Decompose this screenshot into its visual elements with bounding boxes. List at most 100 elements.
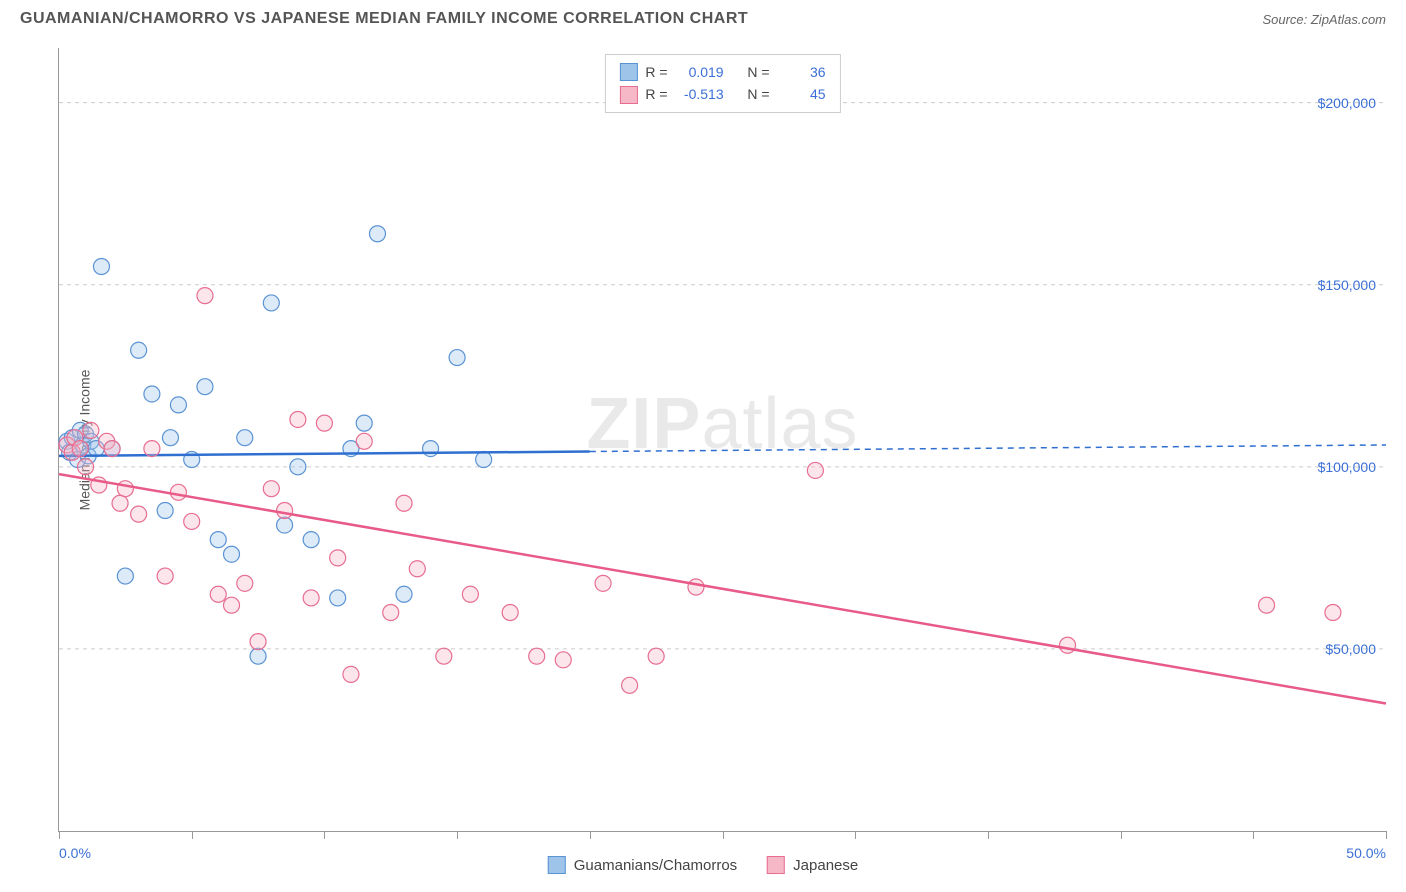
y-tick-label: $200,000: [1318, 95, 1376, 111]
data-point: [330, 550, 346, 566]
n-label: N =: [747, 83, 769, 105]
data-point: [250, 648, 266, 664]
chart-canvas: ZIPatlas R = 0.019 N = 36 R = -0.513 N =…: [58, 48, 1386, 832]
data-point: [409, 561, 425, 577]
data-point: [117, 568, 133, 584]
data-point: [423, 441, 439, 457]
data-point: [112, 495, 128, 511]
data-point: [224, 546, 240, 562]
data-point: [555, 652, 571, 668]
data-point: [807, 462, 823, 478]
data-point: [197, 379, 213, 395]
data-point: [303, 532, 319, 548]
data-point: [157, 503, 173, 519]
data-point: [157, 568, 173, 584]
data-point: [383, 604, 399, 620]
data-point: [648, 648, 664, 664]
data-point: [210, 532, 226, 548]
x-tick: [1121, 831, 1122, 839]
legend-swatch: [619, 63, 637, 81]
data-point: [529, 648, 545, 664]
x-tick: [988, 831, 989, 839]
legend-item: Japanese: [767, 856, 858, 874]
x-tick: [855, 831, 856, 839]
n-value: 36: [778, 61, 826, 83]
legend-row: R = -0.513 N = 45: [619, 83, 825, 105]
chart-svg: [59, 48, 1386, 831]
legend-item: Guamanians/Chamorros: [548, 856, 737, 874]
data-point: [93, 259, 109, 275]
n-value: 45: [778, 83, 826, 105]
x-tick: [192, 831, 193, 839]
data-point: [162, 430, 178, 446]
data-point: [263, 295, 279, 311]
y-tick-label: $50,000: [1325, 641, 1376, 657]
r-label: R =: [645, 61, 667, 83]
data-point: [197, 288, 213, 304]
x-tick: [324, 831, 325, 839]
data-point: [343, 666, 359, 682]
x-tick: [1386, 831, 1387, 839]
r-label: R =: [645, 83, 667, 105]
regression-line-dashed: [590, 445, 1386, 452]
x-tick: [59, 831, 60, 839]
data-point: [83, 422, 99, 438]
x-tick: [1253, 831, 1254, 839]
regression-line: [59, 452, 590, 456]
source-label: Source: ZipAtlas.com: [1262, 12, 1386, 27]
data-point: [210, 586, 226, 602]
r-value: 0.019: [676, 61, 724, 83]
data-point: [290, 411, 306, 427]
data-point: [78, 459, 94, 475]
r-value: -0.513: [676, 83, 724, 105]
data-point: [462, 586, 478, 602]
legend-swatch: [767, 856, 785, 874]
data-point: [1060, 637, 1076, 653]
data-point: [237, 430, 253, 446]
legend-label: Japanese: [793, 857, 858, 874]
data-point: [104, 441, 120, 457]
data-point: [330, 590, 346, 606]
data-point: [396, 586, 412, 602]
legend-swatch: [619, 86, 637, 104]
title-bar: GUAMANIAN/CHAMORRO VS JAPANESE MEDIAN FA…: [0, 0, 1406, 36]
plot-area: Median Family Income ZIPatlas R = 0.019 …: [48, 48, 1386, 832]
data-point: [476, 452, 492, 468]
data-point: [1325, 604, 1341, 620]
x-tick: [723, 831, 724, 839]
series-legend: Guamanians/Chamorros Japanese: [548, 856, 858, 874]
legend-row: R = 0.019 N = 36: [619, 61, 825, 83]
chart-title: GUAMANIAN/CHAMORRO VS JAPANESE MEDIAN FA…: [20, 10, 748, 28]
data-point: [250, 634, 266, 650]
data-point: [622, 677, 638, 693]
data-point: [277, 503, 293, 519]
x-axis-min-label: 0.0%: [59, 845, 91, 861]
data-point: [170, 397, 186, 413]
data-point: [1259, 597, 1275, 613]
data-point: [170, 484, 186, 500]
regression-line: [59, 474, 1386, 703]
data-point: [144, 441, 160, 457]
data-point: [303, 590, 319, 606]
data-point: [369, 226, 385, 242]
x-axis-max-label: 50.0%: [1346, 845, 1386, 861]
correlation-legend: R = 0.019 N = 36 R = -0.513 N = 45: [604, 54, 840, 113]
data-point: [290, 459, 306, 475]
n-label: N =: [747, 61, 769, 83]
data-point: [316, 415, 332, 431]
data-point: [356, 415, 372, 431]
data-point: [131, 506, 147, 522]
data-point: [688, 579, 704, 595]
x-tick: [590, 831, 591, 839]
x-tick: [457, 831, 458, 839]
data-point: [224, 597, 240, 613]
y-tick-label: $100,000: [1318, 459, 1376, 475]
data-point: [117, 481, 133, 497]
data-point: [72, 441, 88, 457]
data-point: [184, 513, 200, 529]
legend-label: Guamanians/Chamorros: [574, 857, 737, 874]
data-point: [436, 648, 452, 664]
y-tick-label: $150,000: [1318, 277, 1376, 293]
data-point: [131, 342, 147, 358]
data-point: [449, 350, 465, 366]
